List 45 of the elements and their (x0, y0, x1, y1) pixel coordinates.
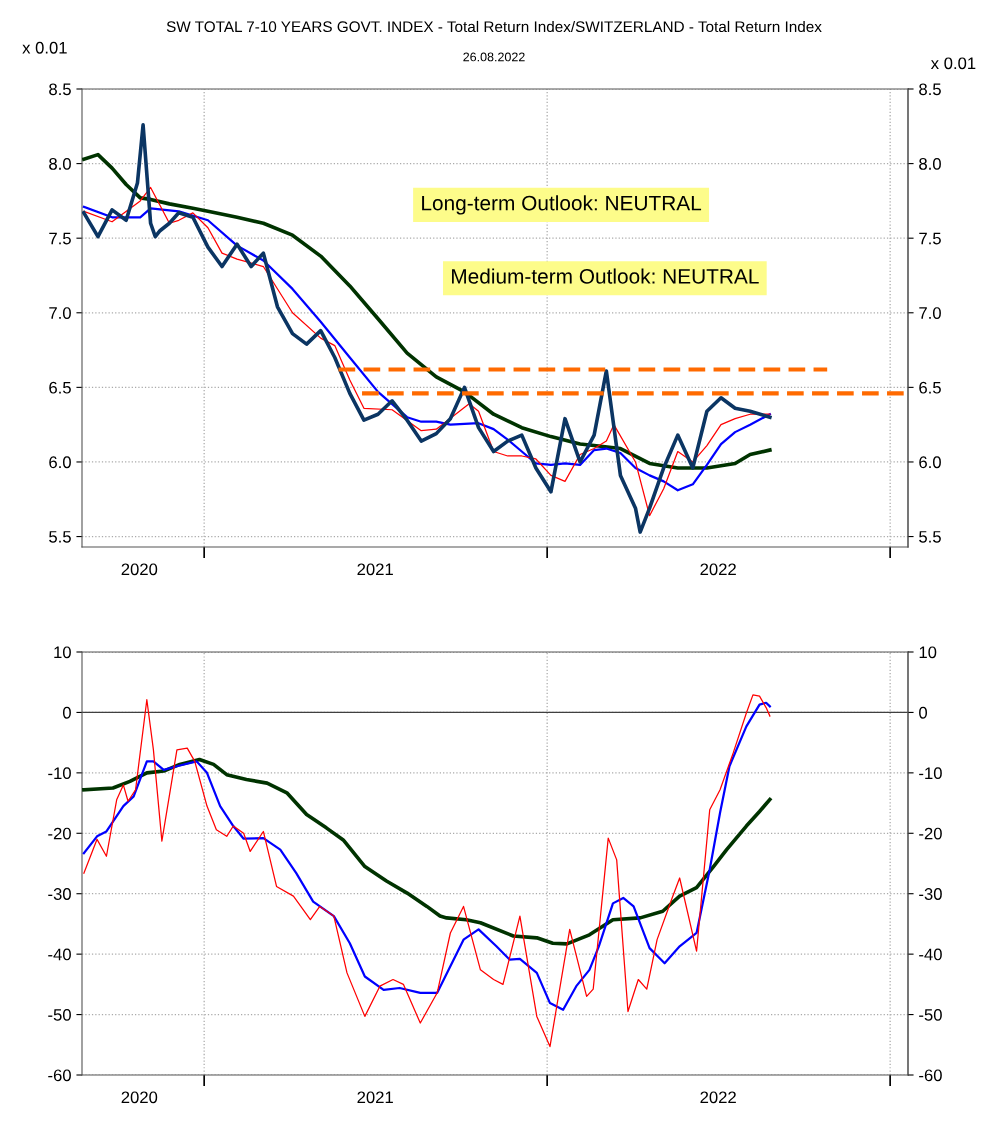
annotation: Medium-term Outlook: NEUTRAL (452, 268, 759, 284)
y-tick-label: 10 (54, 646, 71, 659)
chart-subtitle: 26.08.2022 (463, 52, 525, 62)
y-tick-label: 0 (62, 706, 71, 719)
y2-tick-label: 5.5 (919, 531, 941, 543)
x-tick-label: 2021 (357, 1091, 393, 1104)
y-tick-label: 8.5 (49, 83, 71, 96)
y2-tick-label: 7.0 (919, 307, 941, 319)
line-series (82, 122, 772, 534)
y-tick-label: -10 (48, 767, 71, 780)
y-tick-label: -30 (48, 888, 71, 900)
line-series (82, 757, 772, 946)
y-tick-label: -40 (48, 948, 71, 961)
y2-tick-label: 6.0 (919, 456, 941, 469)
y-tick-label: 7.0 (49, 307, 71, 319)
x-tick-label: 2022 (700, 1091, 736, 1104)
y-axis-title: x 0.01 (22, 41, 67, 54)
y2-tick-label: -60 (919, 1069, 942, 1082)
y2-tick-label: 8.5 (919, 83, 941, 96)
y-tick-label: -20 (48, 827, 71, 840)
y2-tick-label: 6.5 (919, 381, 941, 394)
y2-tick-label: 7.5 (919, 232, 941, 245)
y2-tick-label: 8.0 (919, 157, 941, 170)
y-tick-label: 7.5 (49, 232, 71, 245)
y-tick-label: 6.5 (49, 381, 71, 394)
x-tick-label: 2022 (700, 563, 736, 576)
y-tick-label: 8.0 (49, 157, 71, 170)
y-tick-label: 5.5 (49, 531, 71, 543)
y-tick-label: -60 (48, 1069, 71, 1082)
y-tick-label: -50 (48, 1008, 71, 1021)
annotation: Long-term Outlook: NEUTRAL (422, 195, 702, 215)
y2-axis-title: x 0.01 (930, 57, 976, 70)
y2-tick-label: -10 (919, 767, 942, 780)
line-series (82, 152, 772, 470)
y-tick-label: 6.0 (49, 456, 71, 469)
y2-tick-label: -50 (919, 1008, 942, 1021)
y2-tick-label: 10 (919, 646, 937, 659)
y2-tick-label: -40 (919, 948, 942, 961)
y2-tick-label: -30 (919, 888, 942, 900)
y2-tick-label: 0 (919, 706, 928, 719)
x-tick-label: 2021 (357, 563, 393, 576)
x-tick-label: 2020 (121, 563, 158, 576)
chart-title: SW TOTAL 7-10 YEARS GOVT. INDEX - Total Return Index/SWITZERLAND - Total Return Index (166, 20, 822, 33)
x-tick-label: 2020 (121, 1091, 158, 1104)
y2-tick-label: -20 (919, 827, 942, 840)
